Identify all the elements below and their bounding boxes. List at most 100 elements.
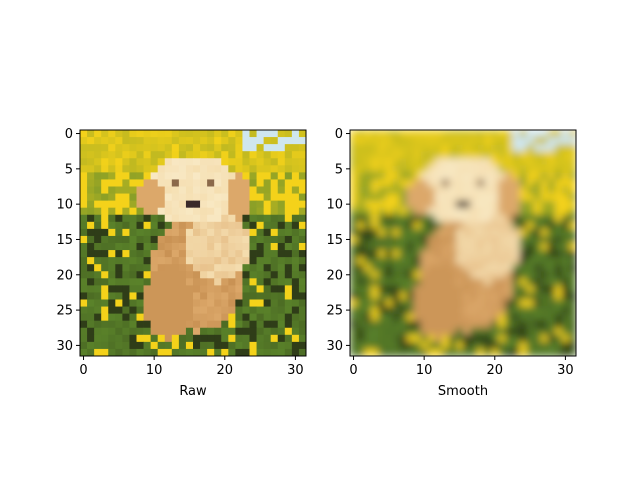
pixel xyxy=(94,179,102,187)
pixel xyxy=(291,130,300,138)
pixel xyxy=(498,228,506,237)
pixel xyxy=(540,243,549,251)
pixel xyxy=(235,250,243,258)
pixel xyxy=(129,278,137,286)
pixel xyxy=(200,151,208,159)
pixel xyxy=(277,306,286,315)
pixel xyxy=(157,200,166,209)
pixel xyxy=(171,306,180,315)
pixel xyxy=(470,348,478,356)
pixel xyxy=(378,235,386,244)
pixel xyxy=(350,221,358,230)
pixel xyxy=(427,264,436,272)
pixel xyxy=(80,278,88,286)
pixel xyxy=(129,179,137,187)
pixel xyxy=(80,130,88,138)
pixel xyxy=(498,193,506,202)
pixel xyxy=(533,327,542,336)
pixel xyxy=(350,193,358,202)
pixel xyxy=(512,348,520,356)
pixel xyxy=(242,200,250,209)
pixel xyxy=(547,320,556,329)
pixel xyxy=(150,327,159,336)
pixel xyxy=(115,271,123,279)
pixel xyxy=(406,285,414,293)
pixel xyxy=(413,292,422,300)
pixel xyxy=(235,327,243,336)
pixel xyxy=(164,172,173,180)
pixel xyxy=(406,292,414,300)
pixel xyxy=(270,327,279,336)
pixel xyxy=(385,257,393,265)
pixel xyxy=(413,235,422,244)
pixel xyxy=(221,320,229,329)
pixel xyxy=(526,257,535,265)
pixel xyxy=(242,306,250,315)
pixel xyxy=(448,144,457,152)
pixel xyxy=(484,214,492,223)
pixel xyxy=(463,193,471,202)
pixel xyxy=(540,306,549,315)
pixel xyxy=(470,313,478,322)
pixel xyxy=(357,285,365,293)
pixel xyxy=(249,285,257,293)
pixel xyxy=(249,179,257,187)
pixel xyxy=(399,320,407,329)
pixel xyxy=(270,264,279,272)
pixel xyxy=(291,158,300,166)
pixel xyxy=(568,327,576,336)
pixel xyxy=(108,257,116,265)
pixel xyxy=(554,130,563,138)
pixel xyxy=(136,250,144,258)
pixel xyxy=(427,137,436,145)
pixel xyxy=(364,221,372,230)
pixel xyxy=(150,172,159,180)
pixel xyxy=(448,257,457,265)
pixel xyxy=(242,327,250,336)
pixel xyxy=(519,313,527,322)
pixel xyxy=(143,243,152,251)
pixel xyxy=(512,179,520,187)
pixel xyxy=(242,341,250,350)
pixel xyxy=(136,235,144,244)
pixel xyxy=(150,158,159,166)
pixel xyxy=(235,151,243,159)
pixel xyxy=(221,165,229,173)
pixel xyxy=(87,250,95,258)
pixel xyxy=(455,221,464,230)
pixel xyxy=(448,214,457,223)
smooth-xtick-label: 0 xyxy=(349,363,357,378)
pixel xyxy=(228,278,236,286)
pixel xyxy=(221,179,229,187)
pixel xyxy=(87,207,95,216)
pixel xyxy=(470,137,478,145)
raw-xtick-label: 30 xyxy=(287,363,304,378)
raw-xtick-label: 0 xyxy=(79,363,87,378)
pixel xyxy=(406,235,414,244)
pixel xyxy=(512,130,520,138)
pixel xyxy=(484,278,492,286)
pixel xyxy=(221,158,229,166)
pixel xyxy=(519,320,527,329)
pixel xyxy=(143,278,152,286)
pixel xyxy=(298,348,306,356)
pixel xyxy=(129,292,137,300)
pixel xyxy=(540,250,549,258)
pixel xyxy=(178,179,187,187)
pixel xyxy=(406,207,414,216)
pixel xyxy=(498,341,506,350)
pixel xyxy=(185,285,194,293)
pixel xyxy=(242,250,250,258)
pixel xyxy=(540,137,549,145)
pixel xyxy=(228,172,236,180)
pixel xyxy=(371,200,379,209)
pixel xyxy=(115,313,123,322)
pixel xyxy=(519,278,527,286)
pixel xyxy=(108,130,116,138)
pixel xyxy=(441,130,450,138)
pixel xyxy=(108,200,116,209)
pixel xyxy=(101,200,109,209)
pixel xyxy=(80,207,88,216)
pixel xyxy=(143,144,152,152)
pixel xyxy=(399,172,407,180)
